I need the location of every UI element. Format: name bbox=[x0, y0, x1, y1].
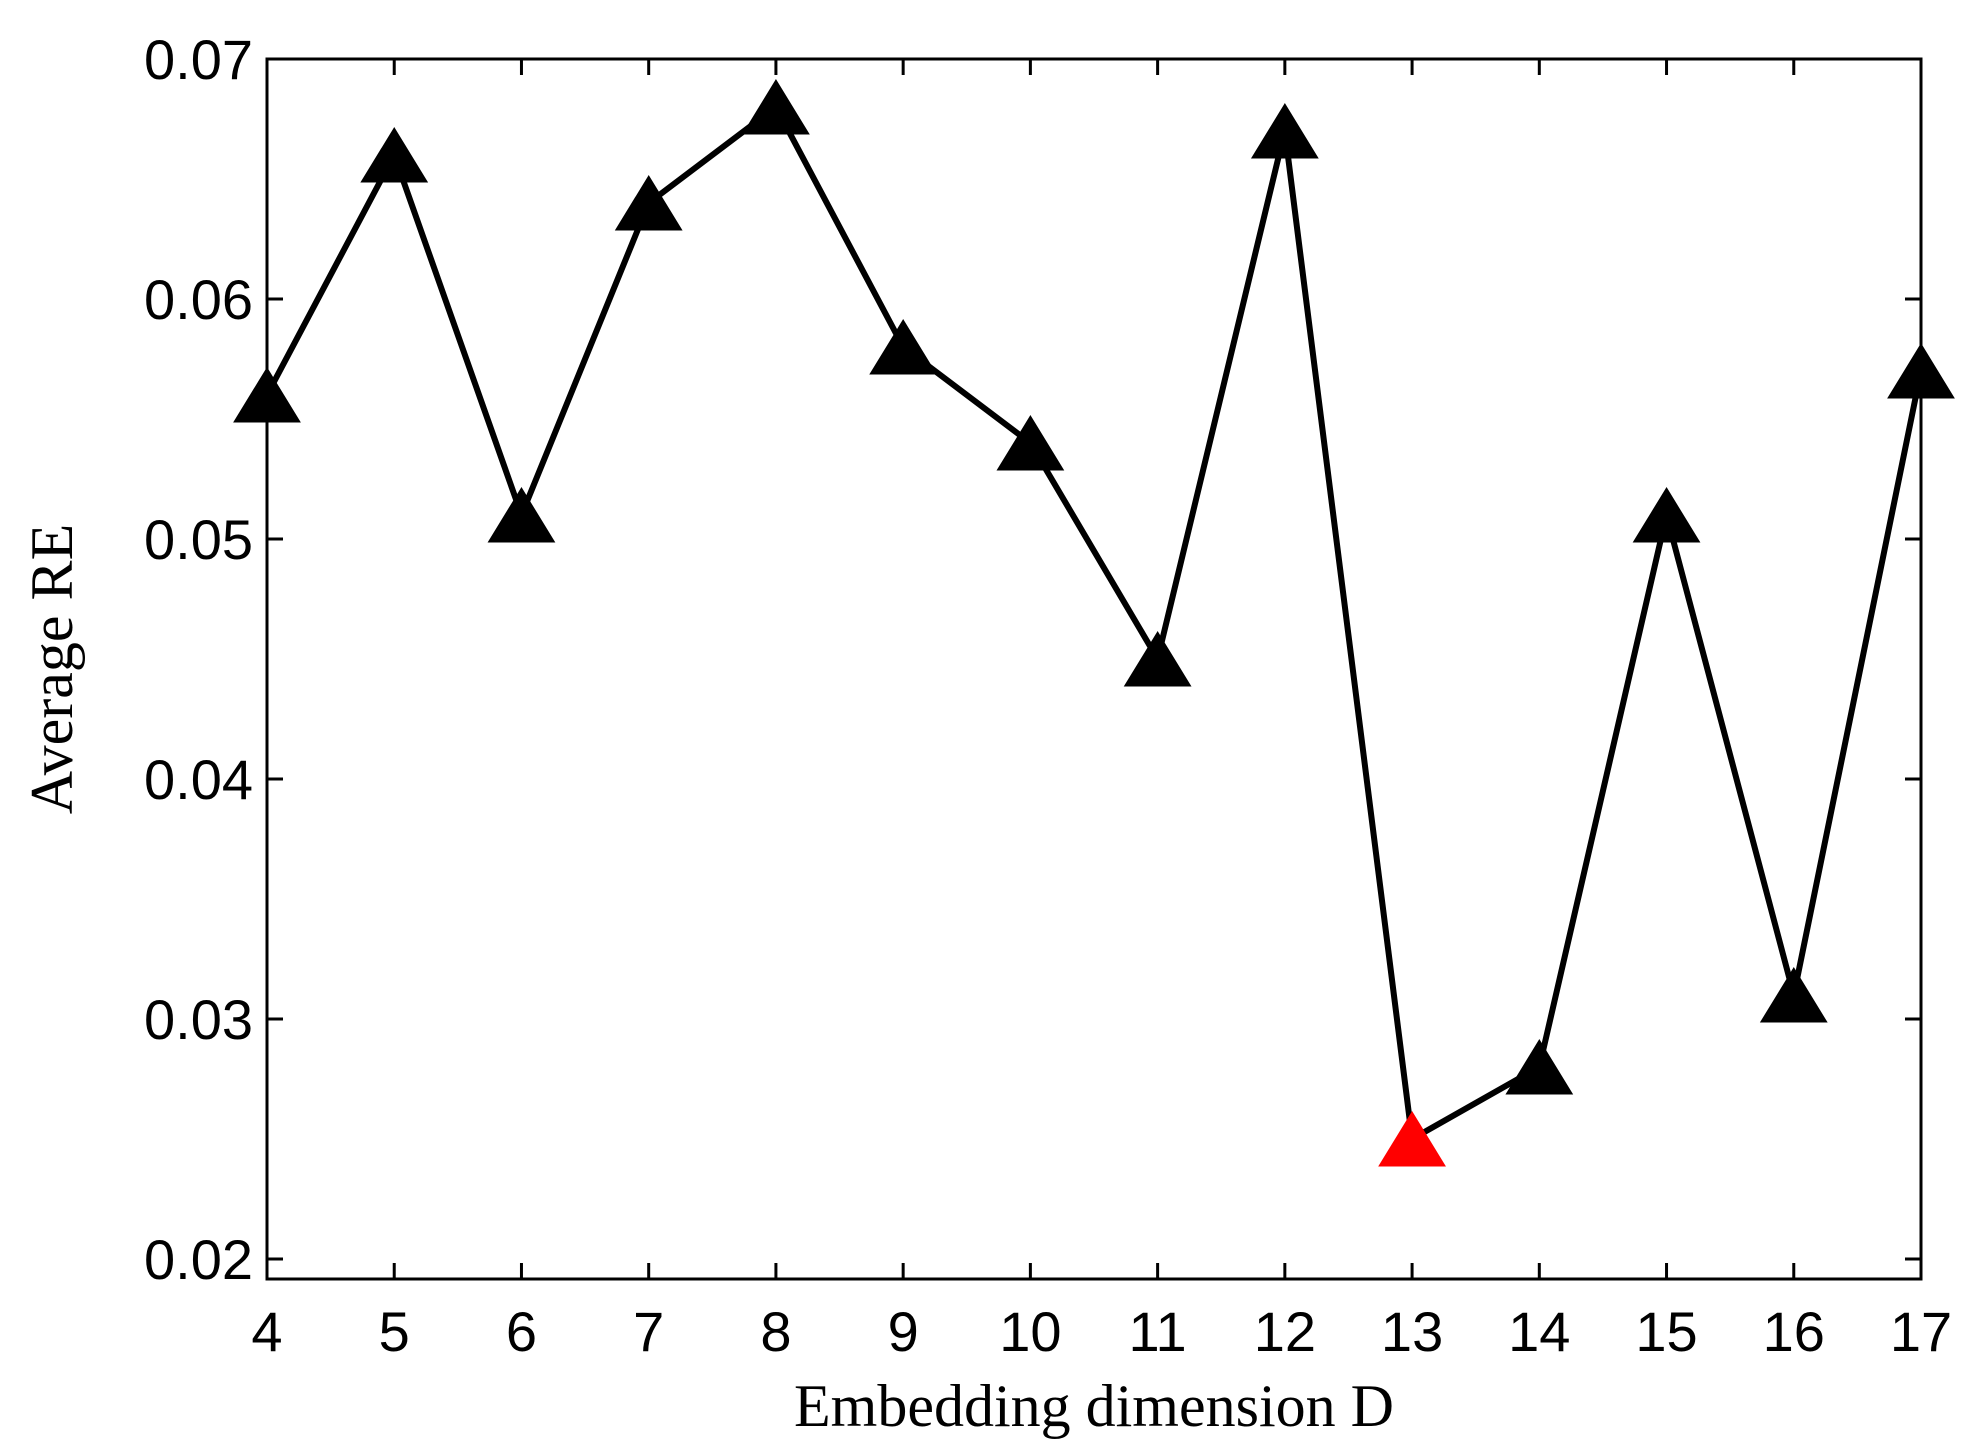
x-tick-label: 13 bbox=[1381, 1300, 1443, 1363]
x-tick-label: 5 bbox=[379, 1300, 410, 1363]
data-point bbox=[996, 415, 1065, 471]
y-axis: 0.02 0.03 0.04 0.05 0.06 0.07 bbox=[144, 28, 1921, 1291]
y-tick-label: 0.03 bbox=[144, 988, 253, 1051]
x-tick-label: 17 bbox=[1890, 1300, 1952, 1363]
data-point bbox=[742, 79, 810, 135]
data-point bbox=[487, 487, 556, 543]
series-line bbox=[264, 104, 1924, 1142]
data-point bbox=[1505, 1039, 1574, 1095]
data-point bbox=[614, 175, 683, 231]
x-tick-label: 6 bbox=[506, 1300, 537, 1363]
data-point bbox=[360, 127, 429, 183]
y-tick-label: 0.05 bbox=[144, 508, 253, 571]
y-tick-label: 0.06 bbox=[144, 268, 253, 331]
data-point bbox=[1759, 967, 1828, 1023]
x-tick-label: 16 bbox=[1763, 1300, 1825, 1363]
data-point-highlight bbox=[1378, 1111, 1446, 1167]
y-tick-label: 0.02 bbox=[144, 1228, 253, 1291]
series-markers bbox=[233, 79, 1955, 1167]
data-point bbox=[1123, 631, 1192, 687]
data-point bbox=[1887, 343, 1955, 399]
y-axis-title: Average RE bbox=[19, 524, 85, 814]
x-tick-label: 11 bbox=[1129, 1300, 1187, 1363]
plot-frame bbox=[265, 57, 1923, 1281]
x-axis: 4 5 6 7 8 9 10 11 12 13 14 15 16 17 bbox=[251, 59, 1952, 1363]
x-tick-label: 15 bbox=[1635, 1300, 1697, 1363]
x-tick-label: 12 bbox=[1254, 1300, 1316, 1363]
x-tick-label: 7 bbox=[633, 1300, 664, 1363]
x-tick-label: 10 bbox=[999, 1300, 1061, 1363]
y-tick-label: 0.04 bbox=[144, 748, 253, 811]
x-axis-title: Embedding dimension D bbox=[794, 1373, 1394, 1439]
x-tick-label: 9 bbox=[888, 1300, 919, 1363]
x-tick-label: 8 bbox=[760, 1300, 791, 1363]
data-point bbox=[233, 367, 301, 423]
data-point bbox=[1250, 103, 1319, 159]
x-tick-label: 14 bbox=[1508, 1300, 1570, 1363]
y-tick-label: 0.07 bbox=[144, 28, 253, 91]
x-tick-label: 4 bbox=[251, 1300, 282, 1363]
data-point bbox=[1632, 487, 1701, 543]
data-point bbox=[869, 319, 938, 375]
